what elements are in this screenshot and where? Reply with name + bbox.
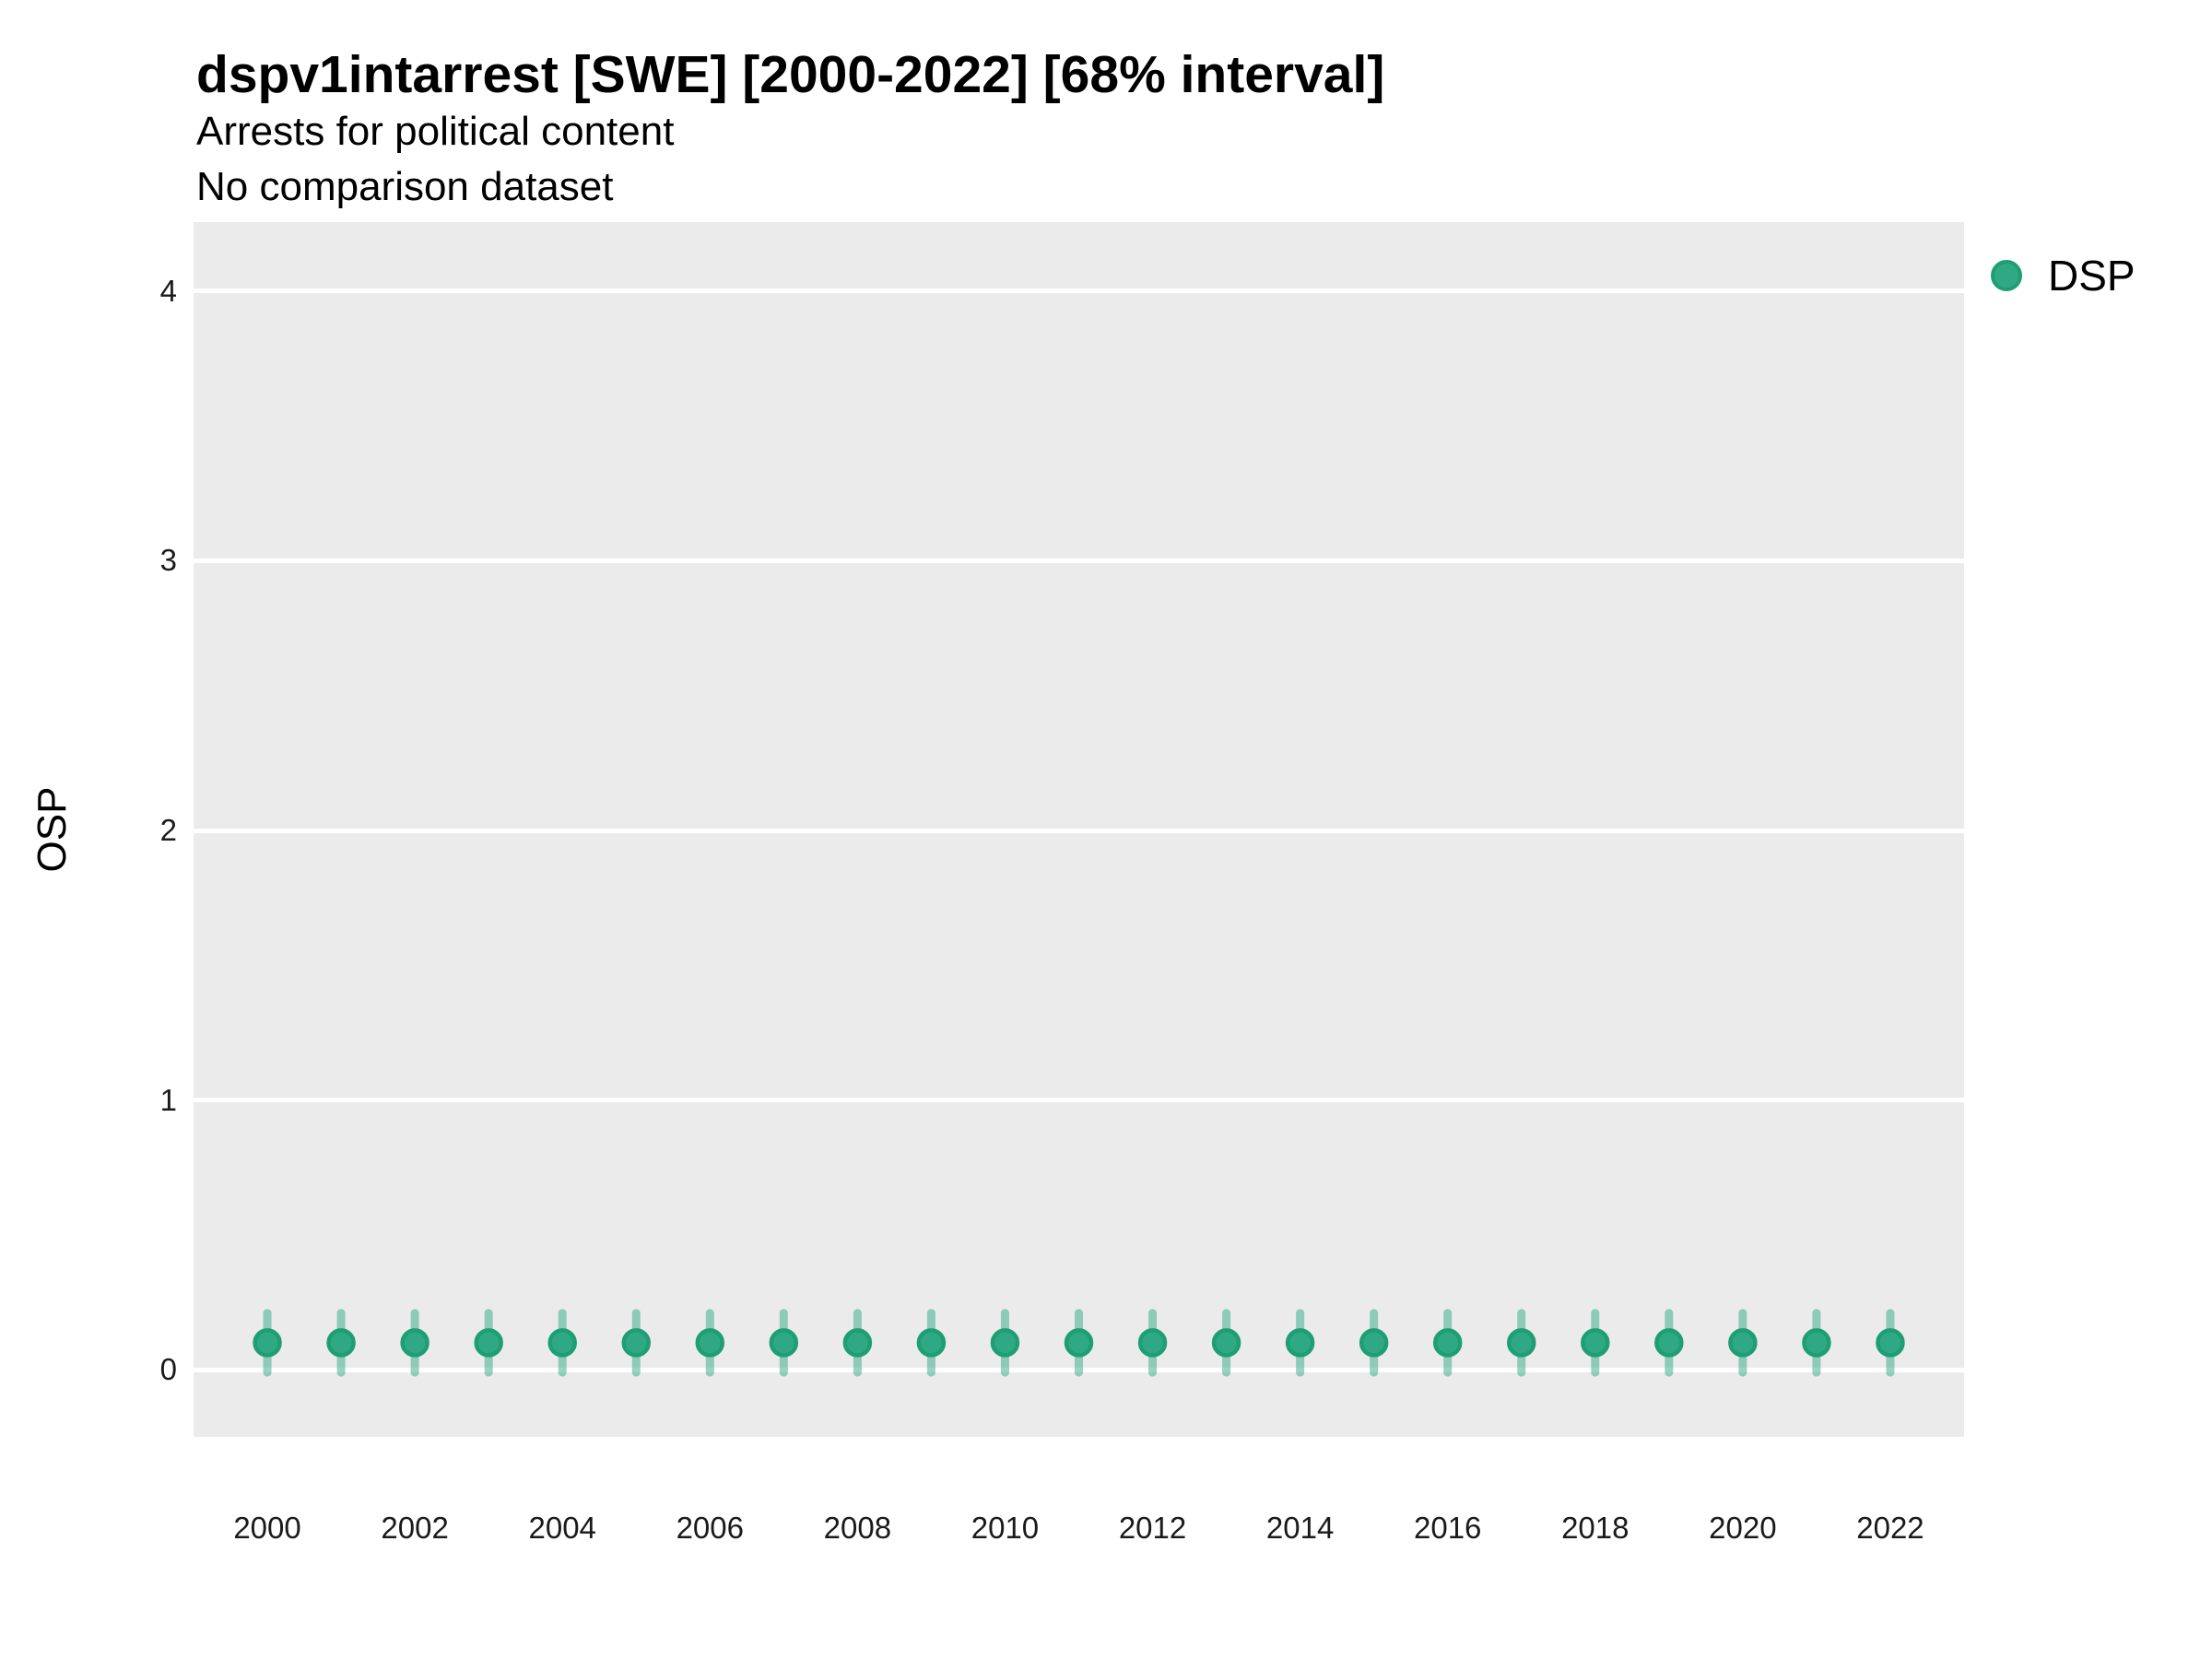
x-tick-label-2008: 2008 bbox=[823, 1511, 892, 1545]
data-points-layer bbox=[253, 1309, 1905, 1377]
y-tick-label-2: 2 bbox=[159, 813, 177, 848]
data-point-2018 bbox=[1581, 1328, 1610, 1358]
data-point-2010 bbox=[990, 1328, 1020, 1358]
data-point-2022 bbox=[1876, 1328, 1905, 1358]
y-tick-label-1: 1 bbox=[159, 1082, 177, 1117]
chart-subtitle: Arrests for political content bbox=[196, 109, 675, 154]
y-tick-label-0: 0 bbox=[159, 1352, 177, 1387]
data-point-2019 bbox=[1654, 1328, 1684, 1358]
data-point-2000 bbox=[253, 1328, 282, 1358]
data-point-2008 bbox=[842, 1328, 873, 1358]
x-tick-label-2012: 2012 bbox=[1118, 1511, 1187, 1545]
data-point-2002 bbox=[400, 1328, 429, 1358]
gridline-y-1 bbox=[194, 1098, 1964, 1103]
data-point-2020 bbox=[1728, 1328, 1758, 1358]
data-point-2015 bbox=[1359, 1328, 1389, 1358]
gridline-y-2 bbox=[194, 828, 1964, 833]
plot-area bbox=[194, 222, 1964, 1437]
data-point-2012 bbox=[1137, 1328, 1168, 1358]
x-tick-label-2018: 2018 bbox=[1561, 1511, 1630, 1545]
x-tick-label-2022: 2022 bbox=[1856, 1511, 1924, 1545]
data-point-2006 bbox=[695, 1328, 725, 1358]
data-point-2004 bbox=[547, 1328, 577, 1358]
legend-dsp-label: DSP bbox=[2048, 252, 2136, 300]
x-tick-label-2016: 2016 bbox=[1413, 1511, 1482, 1545]
y-axis-title: OSP bbox=[29, 786, 75, 873]
data-point-2001 bbox=[326, 1328, 356, 1358]
chart-subtitle-comparison: No comparison dataset bbox=[196, 164, 614, 209]
y-tick-label-3: 3 bbox=[159, 543, 177, 578]
data-point-2021 bbox=[1802, 1328, 1831, 1358]
data-point-2003 bbox=[474, 1328, 503, 1358]
data-point-2007 bbox=[769, 1328, 799, 1358]
data-point-2014 bbox=[1285, 1328, 1315, 1358]
gridline-y-4 bbox=[194, 288, 1964, 294]
chart-title: dspv1intarrest [SWE] [2000-2022] [68% in… bbox=[196, 45, 1385, 104]
x-tick-label-2002: 2002 bbox=[381, 1511, 449, 1545]
y-tick-label-4: 4 bbox=[159, 273, 177, 308]
data-point-2013 bbox=[1211, 1328, 1241, 1358]
x-tick-label-2014: 2014 bbox=[1265, 1511, 1335, 1545]
legend: DSP bbox=[1991, 251, 2136, 300]
x-tick-label-2010: 2010 bbox=[971, 1511, 1040, 1545]
gridline-y-3 bbox=[194, 558, 1964, 563]
data-point-2005 bbox=[621, 1328, 651, 1358]
data-point-2009 bbox=[916, 1328, 947, 1358]
data-point-2017 bbox=[1507, 1328, 1536, 1358]
legend-dsp-circle-icon bbox=[1991, 260, 2022, 291]
x-tick-label-2006: 2006 bbox=[676, 1511, 744, 1545]
data-point-2016 bbox=[1432, 1328, 1463, 1358]
x-tick-label-2020: 2020 bbox=[1709, 1511, 1777, 1545]
x-tick-label-2004: 2004 bbox=[528, 1511, 596, 1545]
x-tick-label-2000: 2000 bbox=[233, 1511, 301, 1545]
data-point-2011 bbox=[1064, 1328, 1094, 1358]
